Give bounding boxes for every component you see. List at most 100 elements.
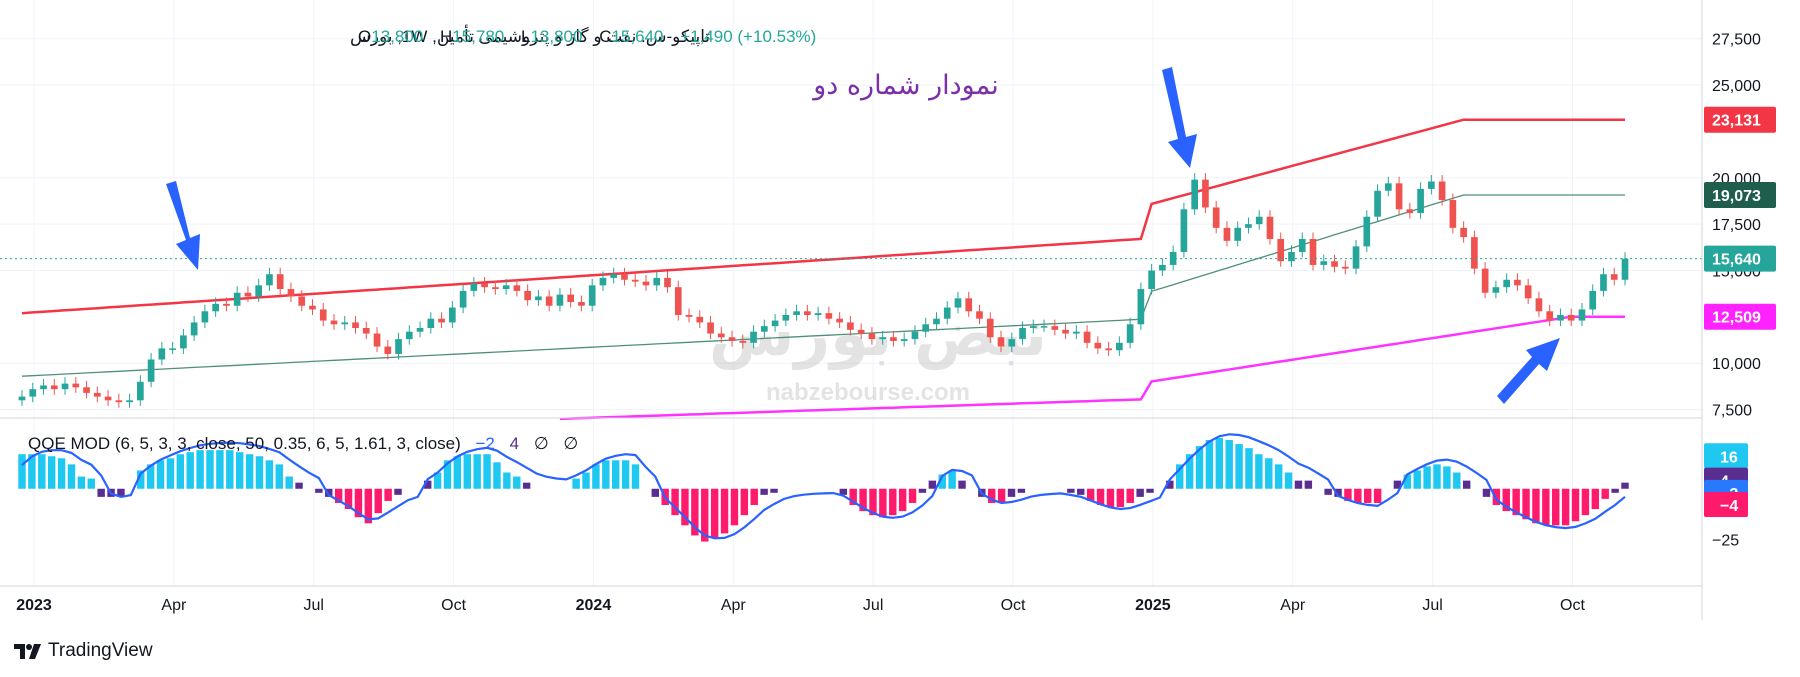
histogram-bar (1344, 488, 1352, 501)
histogram-bar (1017, 488, 1026, 493)
qqe-histogram (18, 437, 1629, 542)
candle-body (502, 285, 510, 290)
candle-body (879, 337, 887, 340)
histogram-bar (1433, 464, 1441, 489)
candle-body (793, 311, 800, 316)
histogram-bar (156, 460, 165, 489)
tradingview-brand: TradingView (48, 640, 153, 661)
indicator-tag-label: −4 (1720, 498, 1738, 515)
candle-body (1449, 200, 1457, 228)
candle-body (664, 277, 671, 288)
candle-body (459, 290, 467, 308)
indicator-tag-label: 16 (1720, 449, 1738, 466)
candle-body (782, 315, 790, 321)
candle-body (976, 311, 983, 319)
histogram-bar (67, 464, 76, 489)
time-tick-label: Jul (1422, 597, 1442, 614)
histogram-bar (235, 452, 244, 489)
histogram-bar (1225, 440, 1233, 489)
histogram-bar (859, 488, 867, 512)
candle-body (933, 318, 940, 325)
histogram-bar (354, 488, 363, 518)
watermark-text: نبض بورس (709, 297, 1047, 371)
histogram-bar (206, 450, 214, 489)
time-tick-label: Oct (1001, 597, 1026, 614)
time-axis[interactable]: 2023 Apr Jul Oct 2024 Apr Jul Oct 2025 Apr Jul Oct (16, 597, 1585, 614)
candle-body (1406, 209, 1414, 214)
histogram-bar (1106, 488, 1115, 508)
candle-body (1105, 348, 1112, 351)
histogram-bar (611, 460, 620, 489)
close-label: C (599, 27, 611, 46)
candle-body (847, 322, 854, 330)
histogram-bar (1591, 488, 1600, 510)
indicator-axis[interactable]: 164−2−4−25 (1704, 443, 1748, 550)
candle-body (405, 331, 413, 340)
histogram-bar (849, 488, 857, 505)
candle-body (804, 311, 811, 316)
histogram-bar (1443, 466, 1451, 489)
candle-body (621, 274, 628, 280)
candle-body (104, 396, 112, 401)
candle-body (631, 279, 639, 282)
candle-body (1202, 179, 1209, 208)
candle-body (147, 359, 155, 382)
histogram-bar (1255, 454, 1263, 489)
histogram-bar (1413, 470, 1421, 489)
histogram-bar (1581, 488, 1590, 516)
histogram-bar (1136, 488, 1144, 497)
histogram-bar (473, 454, 481, 489)
histogram-bar (1007, 488, 1016, 497)
candle-body (1234, 227, 1242, 241)
candle-body (868, 333, 876, 340)
candle-body (1331, 261, 1338, 267)
histogram-bar (423, 480, 432, 489)
histogram-bar (938, 474, 946, 489)
candle-body (1051, 326, 1059, 330)
candle-body (83, 387, 90, 393)
price-axis[interactable]: 27,50025,00020,00017,50015,00010,0007,50… (1704, 32, 1776, 420)
candle-body (93, 392, 101, 397)
candle-body (513, 285, 521, 291)
candle-body (610, 274, 618, 278)
histogram-bar (879, 488, 887, 518)
time-tick-label: Apr (721, 597, 747, 614)
candle-body (1438, 181, 1446, 201)
price-tick-label: 25,000 (1712, 78, 1761, 95)
time-tick-label: 2025 (1135, 597, 1171, 614)
histogram-bar (1096, 488, 1105, 505)
histogram-bar (295, 482, 303, 489)
histogram-bar (710, 488, 719, 538)
histogram-bar (621, 460, 630, 489)
histogram-bar (1354, 488, 1362, 503)
histogram-bar (1146, 488, 1154, 493)
histogram-bar (285, 476, 293, 489)
indicator-value-3: ∅ (534, 434, 549, 453)
candle-body (492, 287, 499, 290)
histogram-bar (1067, 488, 1075, 493)
candle-body (29, 389, 37, 397)
histogram-bar (146, 464, 155, 489)
candle-body (1180, 209, 1188, 252)
histogram-bar (1364, 488, 1372, 503)
histogram-bar (364, 488, 373, 524)
price-tag-upper-band (1704, 106, 1776, 133)
histogram-bar (522, 482, 531, 489)
tradingview-logo[interactable]: TradingView (14, 640, 153, 662)
candle-body (298, 296, 306, 306)
histogram-bar (602, 460, 610, 489)
candle-body (1040, 326, 1048, 328)
candlesticks (18, 173, 1629, 408)
histogram-bar (513, 476, 521, 489)
histogram-bar (433, 472, 442, 489)
histogram-bar (1284, 472, 1293, 489)
histogram-bar (1512, 488, 1520, 516)
candle-body (567, 294, 575, 303)
histogram-bar (117, 488, 125, 497)
candle-body (1126, 324, 1134, 343)
histogram-bar (631, 464, 640, 489)
candle-body (535, 296, 542, 301)
histogram-bar (1492, 488, 1501, 505)
candle-body (1255, 216, 1263, 225)
